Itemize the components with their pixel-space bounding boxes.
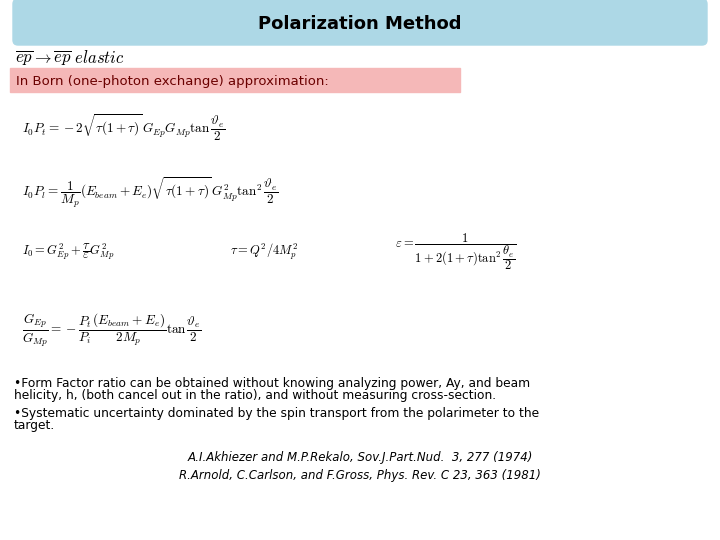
Text: $I_0 = G^2_{Ep} + \dfrac{\tau}{\varepsilon}G^2_{Mp}$: $I_0 = G^2_{Ep} + \dfrac{\tau}{\varepsil…: [22, 242, 114, 262]
Text: helicity, h, (both cancel out in the ratio), and without measuring cross-section: helicity, h, (both cancel out in the rat…: [14, 389, 496, 402]
Text: In Born (one-photon exchange) approximation:: In Born (one-photon exchange) approximat…: [16, 75, 329, 87]
Text: target.: target.: [14, 420, 55, 433]
Text: Polarization Method: Polarization Method: [258, 15, 462, 33]
Text: $\dfrac{G_{Ep}}{G_{Mp}} = -\dfrac{P_t}{P_i}\dfrac{(E_{beam}+E_e)}{2M_p}\tan\dfra: $\dfrac{G_{Ep}}{G_{Mp}} = -\dfrac{P_t}{P…: [22, 312, 202, 349]
Bar: [10, 68, 460, 92]
Text: $I_0 P_l = \dfrac{1}{M_p}(E_{beam} + E_e)\sqrt{\tau(1+\tau)}\,G^2_{Mp}\tan^2\dfr: $I_0 P_l = \dfrac{1}{M_p}(E_{beam} + E_e…: [22, 176, 279, 210]
Text: A.I.Akhiezer and M.P.Rekalo, Sov.J.Part.Nud.  3, 277 (1974): A.I.Akhiezer and M.P.Rekalo, Sov.J.Part.…: [187, 451, 533, 464]
Text: •Form Factor ratio can be obtained without knowing analyzing power, Ay, and beam: •Form Factor ratio can be obtained witho…: [14, 376, 530, 389]
FancyBboxPatch shape: [13, 0, 707, 45]
Text: $\tau = Q^2/4M^2_p$: $\tau = Q^2/4M^2_p$: [230, 242, 298, 262]
Text: $\overline{ep}\rightarrow\overline{ep}\ \mathit{elastic}$: $\overline{ep}\rightarrow\overline{ep}\ …: [15, 48, 125, 68]
Text: R.Arnold, C.Carlson, and F.Gross, Phys. Rev. C 23, 363 (1981): R.Arnold, C.Carlson, and F.Gross, Phys. …: [179, 469, 541, 483]
Text: $\varepsilon = \dfrac{1}{1+2(1+\tau)\tan^2\dfrac{\theta_e}{2}}$: $\varepsilon = \dfrac{1}{1+2(1+\tau)\tan…: [395, 232, 517, 273]
Text: •Systematic uncertainty dominated by the spin transport from the polarimeter to : •Systematic uncertainty dominated by the…: [14, 407, 539, 420]
Text: $I_0 P_t = -2\sqrt{\tau(1+\tau)}\,G_{Ep}G_{Mp}\tan\dfrac{\vartheta_e}{2}$: $I_0 P_t = -2\sqrt{\tau(1+\tau)}\,G_{Ep}…: [22, 113, 225, 143]
